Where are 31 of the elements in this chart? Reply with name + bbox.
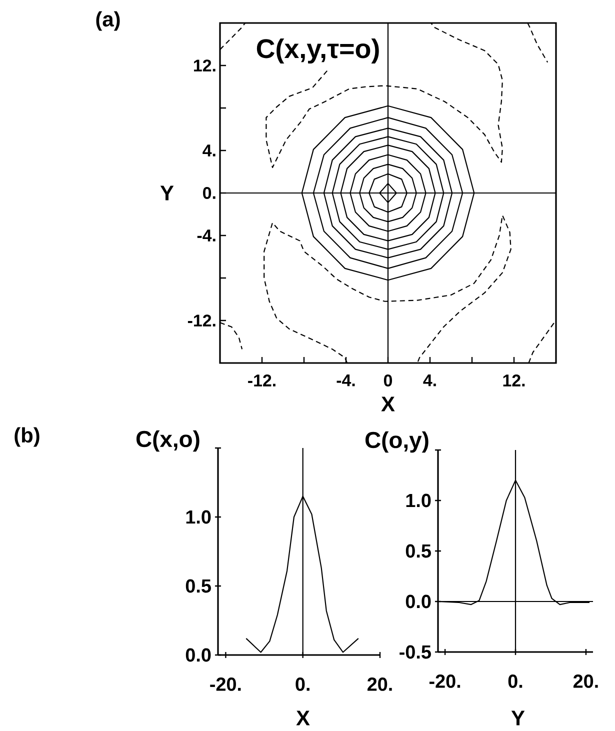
- y-tick-label: 0.0: [406, 594, 431, 608]
- y-tick-label: 0.0: [186, 648, 211, 662]
- text: C(x,y,τ=o): [256, 38, 379, 64]
- x-tick-label: 0.: [508, 674, 522, 688]
- text: (b): [14, 427, 40, 447]
- x-tick-label: 0.: [296, 678, 310, 691]
- x-tick-label: -4.: [336, 374, 355, 386]
- x-tick-label: 12.: [503, 374, 525, 386]
- y-axis-title: C(o,y): [365, 431, 428, 453]
- y-tick-label: 0.5: [186, 579, 211, 593]
- x-tick-label: -12.: [248, 374, 276, 386]
- x-tick-label: -20.: [429, 674, 460, 688]
- y-axis-title: Y: [160, 186, 174, 200]
- y-tick-label: 12.: [194, 60, 216, 72]
- text: (a): [96, 11, 120, 31]
- x-tick-label: 20.: [573, 674, 598, 688]
- x-tick-label: 20.: [367, 678, 392, 691]
- y-tick-label: -12.: [188, 314, 216, 326]
- y-tick-label: 1.0: [186, 510, 211, 524]
- x-tick-label: -20.: [210, 678, 241, 691]
- x-axis-title: Y: [511, 710, 525, 726]
- y-tick-label: -4.: [197, 230, 216, 242]
- y-tick-label: -0.5: [400, 645, 431, 659]
- x-axis-title: X: [296, 710, 310, 726]
- y-tick-label: 0.: [203, 186, 216, 199]
- y-tick-label: 4.: [202, 144, 216, 156]
- y-axis-title: C(x,o): [136, 430, 200, 452]
- x-tick-label: 0: [384, 374, 392, 387]
- y-tick-label: 1.0: [406, 494, 431, 508]
- y-tick-label: 0.5: [406, 544, 431, 558]
- x-axis-title: X: [381, 396, 395, 412]
